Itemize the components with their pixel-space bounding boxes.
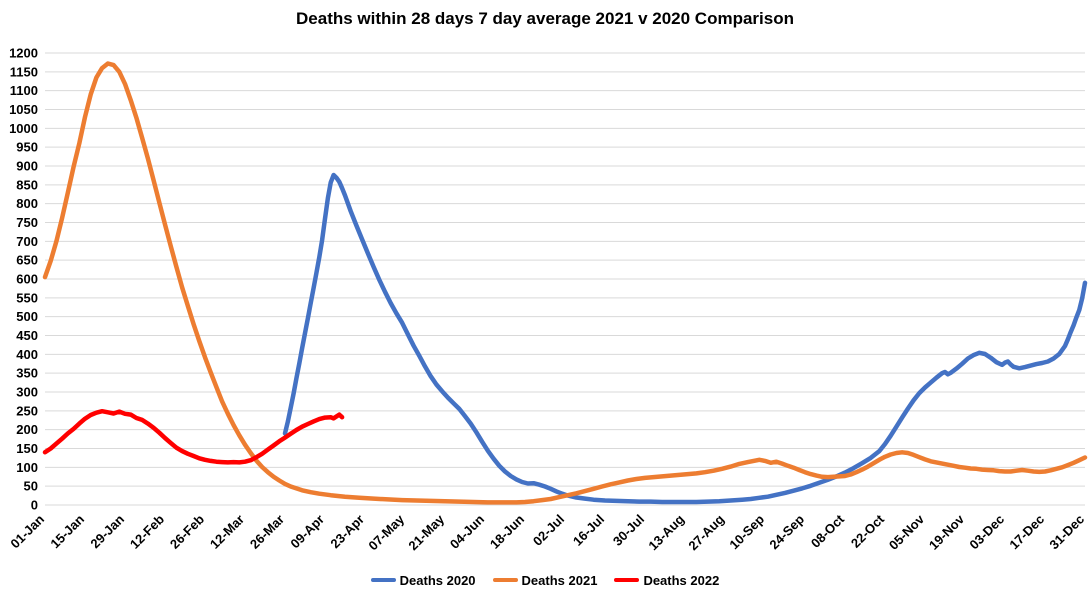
x-axis-tick-label: 23-Apr [327,512,367,552]
y-axis-tick-label: 1050 [9,102,38,117]
legend-item-deaths-2022: Deaths 2022 [614,573,719,588]
y-axis-tick-label: 100 [16,460,38,475]
x-axis-tick-label: 31-Dec [1046,512,1087,553]
x-axis-tick-label: 09-Apr [287,512,327,552]
y-axis-tick-label: 950 [16,140,38,155]
series-line-deaths-2020 [282,172,1088,505]
y-axis-tick-label: 350 [16,366,38,381]
x-axis-tick-label: 07-May [365,511,407,553]
legend-swatch-deaths-2020-icon [370,577,396,583]
y-axis-tick-label: 1100 [10,83,38,98]
x-axis-tick-label: 03-Dec [966,512,1007,553]
legend-item-deaths-2021: Deaths 2021 [492,572,598,588]
series-line-deaths-2021 [42,61,1088,505]
x-axis-tick-label: 01-Jan [7,511,47,551]
x-axis-tick-label: 16-Jul [570,512,607,549]
x-axis-tick-label: 26-Feb [167,511,207,551]
x-axis-tick-label: 04-Jun [447,511,487,551]
legend-swatch-deaths-2021-icon [492,577,518,583]
x-axis-tick-label: 30-Jul [610,512,647,549]
x-axis-tick-label: 18-Jun [487,511,527,551]
x-axis-tick-label: 17-Dec [1006,512,1047,553]
x-axis-tick-label: 24-Sep [766,511,807,552]
y-axis-tick-label: 150 [16,441,38,456]
x-axis-tick-label: 19-Nov [926,511,968,553]
x-axis-tick-label: 08-Oct [808,511,848,551]
legend-label-deaths-2022: Deaths 2022 [643,572,720,588]
x-axis-tick-label: 13-Aug [645,511,687,553]
legend-label-deaths-2020: Deaths 2020 [399,572,476,588]
y-axis-tick-label: 650 [16,253,38,268]
y-axis-tick-label: 450 [16,328,38,343]
x-axis-tick-label: 10-Sep [726,511,767,552]
y-axis-tick-label: 0 [31,498,38,513]
x-axis-tick-label: 29-Jan [87,511,127,551]
legend-label-deaths-2021: Deaths 2021 [521,572,598,588]
x-axis-tick-label: 02-Jul [530,512,567,549]
y-axis-tick-label: 400 [16,347,38,362]
y-axis-tick-label: 800 [16,196,38,211]
y-axis-tick-label: 200 [16,422,38,437]
series-line-deaths-2022 [42,408,345,465]
legend-swatch-deaths-2022-icon [614,577,640,583]
y-axis-tick-label: 1200 [9,46,38,61]
y-axis-tick-label: 500 [16,309,38,324]
y-axis-tick-label: 850 [16,177,38,192]
x-axis-tick-label: 22-Oct [848,511,888,551]
x-axis-tick-label: 27-Aug [685,511,727,553]
x-axis-tick-label: 15-Jan [47,511,87,551]
legend: Deaths 2020 Deaths 2021 Deaths 2022 [0,569,1090,591]
chart-title: Deaths within 28 days 7 day average 2021… [296,9,794,28]
x-axis-tick-label: 12-Mar [207,512,247,552]
y-axis-tick-label: 250 [16,403,38,418]
y-axis-tick-label: 550 [16,290,38,305]
y-axis-tick-label: 700 [16,234,38,249]
y-axis-tick-label: 750 [16,215,38,230]
x-axis-tick-label: 12-Feb [127,511,167,551]
y-axis-tick-label: 50 [24,479,38,494]
y-axis-tick-label: 300 [16,385,38,400]
x-axis-tick-label: 05-Nov [886,511,928,553]
y-axis-tick-label: 900 [16,159,38,174]
y-axis-tick-label: 600 [16,272,38,287]
y-axis-tick-label: 1150 [10,64,38,79]
legend-item-deaths-2020: Deaths 2020 [370,572,476,588]
x-axis-tick-label: 26-Mar [247,512,287,552]
y-axis-tick-label: 1000 [9,121,38,136]
x-axis-tick-label: 21-May [405,511,447,553]
